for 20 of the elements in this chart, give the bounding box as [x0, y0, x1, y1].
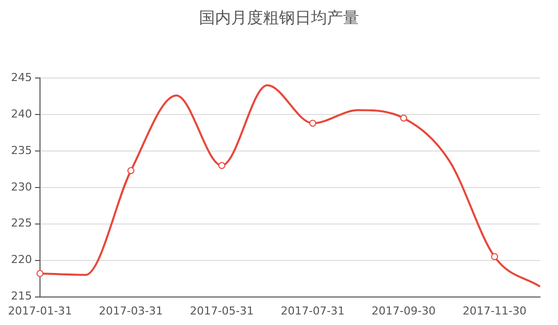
x-tick-label: 2017-11-30: [462, 304, 527, 318]
point: [491, 253, 498, 260]
y-tick-label: 240: [10, 107, 32, 120]
y-tick-label: 245: [10, 70, 32, 84]
point: [127, 167, 134, 174]
x-tick-label: 2017-09-30: [372, 304, 436, 318]
y-tick-label: 235: [10, 144, 32, 157]
y-tick-label: 215: [10, 290, 32, 303]
point: [36, 270, 44, 277]
x-tick-label: 2017-01-31: [8, 304, 72, 318]
point: [218, 162, 226, 170]
y-tick-label: 220: [10, 253, 32, 266]
point: [400, 114, 408, 122]
y-tick-label: 225: [10, 216, 32, 230]
y-tick-label: 230: [10, 180, 32, 194]
point: [309, 120, 316, 127]
chart-title: 国内月度粗钢日均产量: [198, 8, 360, 29]
x-tick-label: 2017-07-31: [280, 304, 345, 318]
x-tick-label: 2017-03-31: [98, 304, 163, 318]
x-tick-label: 2017-05-31: [190, 304, 254, 318]
